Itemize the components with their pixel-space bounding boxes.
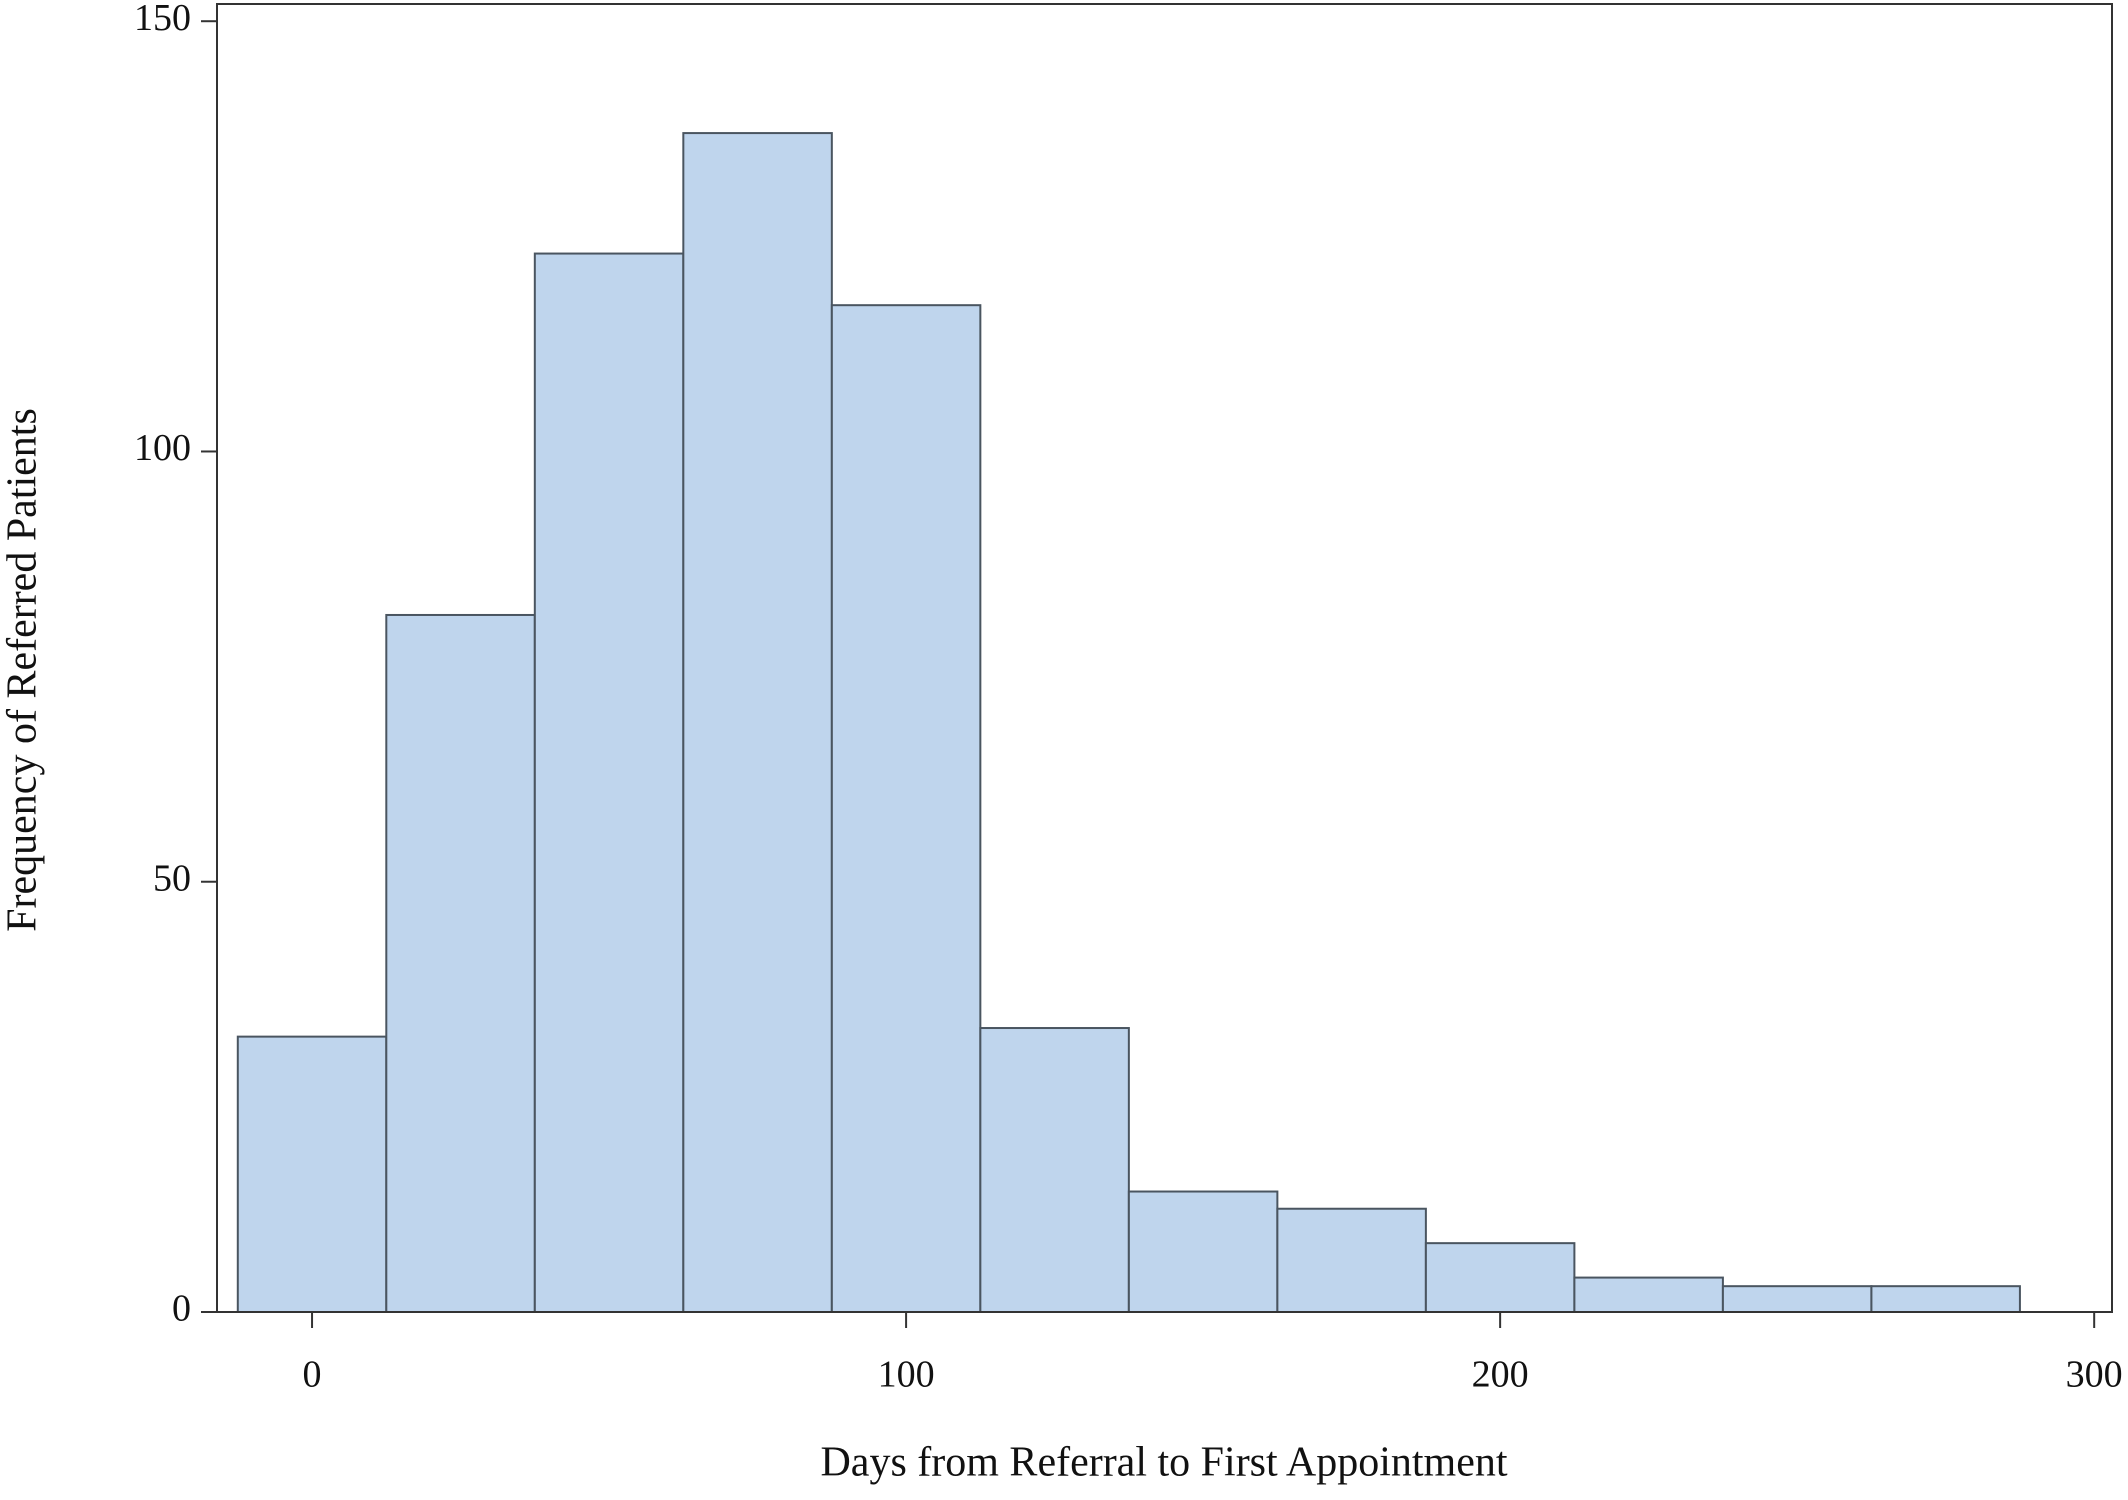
- bar: [533, 252, 685, 1314]
- x-tick-label: 300: [2066, 1354, 2123, 1396]
- y-tick-label: 0: [172, 1288, 191, 1330]
- bar: [1721, 1285, 1873, 1313]
- bar: [1127, 1190, 1279, 1314]
- bar: [979, 1027, 1130, 1314]
- bar: [1870, 1285, 2021, 1313]
- y-tick-label: 50: [153, 857, 191, 899]
- bar: [682, 132, 833, 1313]
- bar: [1573, 1276, 1724, 1314]
- bar: [1276, 1207, 1427, 1313]
- x-tick-label: 100: [878, 1354, 935, 1396]
- y-tick-label: 100: [134, 427, 191, 469]
- y-tick-label: 150: [134, 0, 191, 39]
- bar: [830, 304, 982, 1313]
- bar: [385, 613, 536, 1313]
- x-tick-label: 200: [1472, 1354, 1529, 1396]
- bar: [1424, 1242, 1576, 1313]
- y-axis-title: Frequency of Referred Patients: [0, 408, 46, 932]
- plot-frame: [216, 3, 2113, 1313]
- x-axis-title: Days from Referral to First Appointment: [820, 1440, 1507, 1486]
- bar: [236, 1035, 388, 1313]
- x-tick-label: 0: [303, 1354, 322, 1396]
